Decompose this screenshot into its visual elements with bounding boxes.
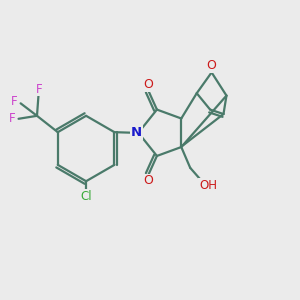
Text: F: F bbox=[9, 112, 15, 125]
Text: O: O bbox=[144, 78, 154, 91]
Text: F: F bbox=[36, 82, 42, 96]
Text: OH: OH bbox=[199, 179, 217, 192]
Text: N: N bbox=[131, 126, 142, 139]
Text: Cl: Cl bbox=[80, 190, 92, 203]
Text: O: O bbox=[144, 174, 154, 188]
Text: F: F bbox=[11, 95, 18, 108]
Text: O: O bbox=[207, 59, 217, 72]
